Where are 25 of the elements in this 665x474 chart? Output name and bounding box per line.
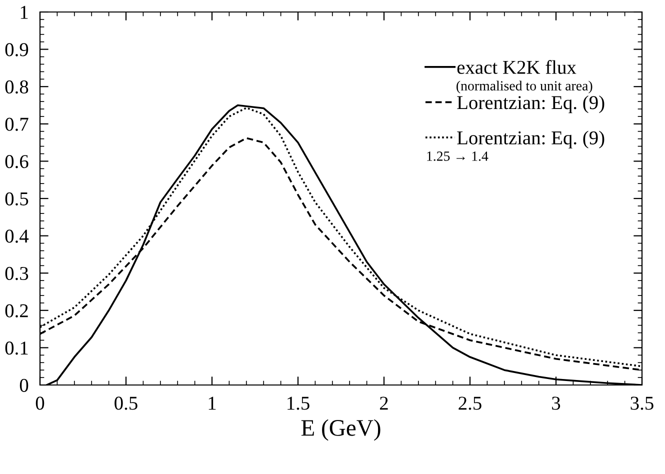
- y-tick-label: 0.8: [5, 80, 28, 94]
- annotation: (normalised to unit area): [456, 80, 592, 94]
- x-axis-title: E (GeV): [301, 419, 380, 441]
- y-tick-label: 0.9: [5, 43, 28, 56]
- x-tick-label: 1.5: [288, 396, 310, 410]
- y-tick-label: 0.3: [5, 266, 28, 280]
- x-tick-label: 1: [208, 396, 216, 410]
- y-tick-label: 0.5: [5, 192, 28, 206]
- x-tick-label: 0: [36, 396, 44, 410]
- legend-label: Lorentzian: Eq. (9): [457, 96, 604, 114]
- x-tick-label: 2: [380, 396, 388, 410]
- y-tick-label: 0.4: [5, 230, 29, 243]
- y-tick-label: 0.1: [5, 342, 28, 355]
- y-tick-label: 0: [20, 378, 28, 392]
- y-tick-label: 1: [20, 6, 28, 19]
- legend-label: exact K2K flux: [457, 60, 576, 74]
- x-tick-label: 3.5: [630, 396, 654, 410]
- y-tick-label: 0.2: [5, 304, 28, 318]
- x-tick-label: 0.5: [114, 396, 138, 410]
- annotation: 1.25 → 1.4: [427, 152, 488, 161]
- y-tick-label: 0.7: [5, 118, 28, 131]
- x-tick-label: 3: [552, 396, 560, 410]
- x-tick-label: 2.5: [458, 396, 482, 410]
- legend-label: Lorentzian: Eq. (9): [457, 130, 604, 148]
- y-tick-label: 0.6: [5, 155, 28, 168]
